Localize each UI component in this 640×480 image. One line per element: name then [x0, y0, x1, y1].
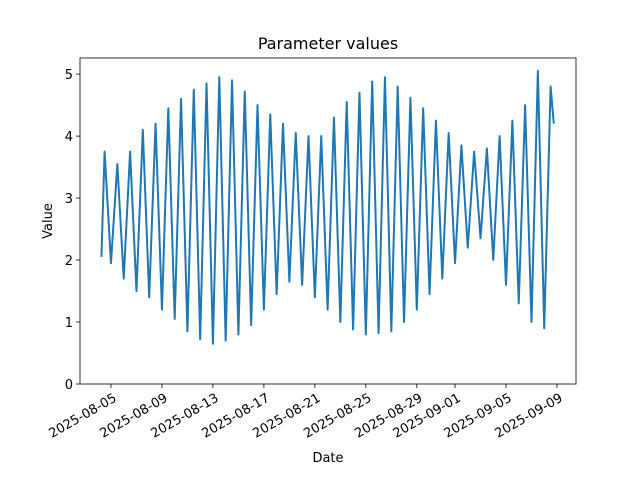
plot-frame: [79, 57, 577, 385]
y-tick-label: 0: [65, 378, 73, 393]
y-tick-label: 5: [65, 68, 73, 83]
y-axis-label: Value: [41, 203, 56, 239]
x-axis-label: Date: [312, 451, 343, 466]
y-tick-label: 3: [65, 192, 73, 207]
chart-title: Parameter values: [258, 34, 398, 53]
y-tick-label: 2: [65, 254, 73, 269]
y-tick-label: 1: [65, 316, 73, 331]
y-tick-label: 4: [65, 130, 73, 145]
data-line: [100, 70, 555, 345]
